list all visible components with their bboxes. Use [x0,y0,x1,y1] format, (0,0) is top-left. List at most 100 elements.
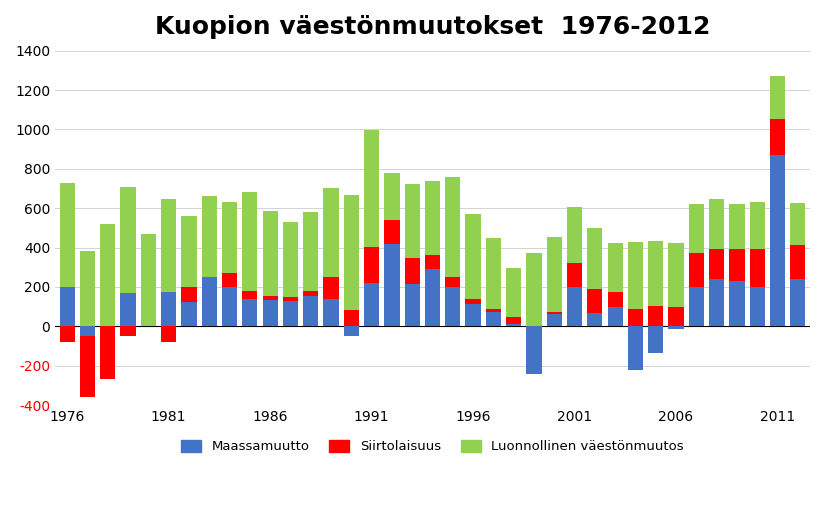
Bar [283,222,298,297]
Bar [182,301,196,327]
Bar [161,292,177,327]
Bar [709,279,724,327]
Bar [648,241,663,306]
Bar [628,327,643,369]
Bar [344,327,359,336]
Legend: Maassamuutto, Siirtolaisuus, Luonnollinen väestönmuutos: Maassamuutto, Siirtolaisuus, Luonnolline… [176,435,689,459]
Bar [486,238,501,309]
Bar [323,189,338,277]
Bar [262,296,278,300]
Bar [404,259,420,284]
Bar [384,220,399,244]
Bar [790,279,805,327]
Bar [446,277,460,287]
Bar [628,242,643,309]
Bar [59,182,75,287]
Bar [243,193,257,291]
Bar [182,287,196,301]
Bar [59,327,75,342]
Bar [222,287,237,327]
Bar [446,287,460,327]
Bar [547,314,562,327]
Bar [100,327,116,380]
Bar [770,119,785,155]
Bar [607,292,623,307]
Bar [689,204,704,253]
Bar [120,293,135,327]
Bar [384,173,399,220]
Bar [465,299,481,304]
Bar [567,207,582,263]
Bar [182,216,196,287]
Bar [364,247,380,283]
Bar [709,248,724,279]
Bar [303,212,318,291]
Bar [446,177,460,277]
Bar [750,287,765,327]
Bar [344,310,359,327]
Bar [628,309,643,327]
Bar [201,277,217,327]
Bar [750,248,765,287]
Bar [100,224,116,327]
Bar [243,291,257,299]
Bar [790,203,805,245]
Bar [344,195,359,310]
Bar [526,327,541,374]
Bar [506,317,521,324]
Bar [770,76,785,119]
Bar [283,300,298,327]
Bar [465,304,481,327]
Bar [425,269,440,327]
Bar [648,327,663,353]
Bar [506,324,521,327]
Bar [668,327,684,329]
Bar [323,277,338,299]
Bar [404,284,420,327]
Title: Kuopion väestönmuutokset  1976-2012: Kuopion väestönmuutokset 1976-2012 [155,15,710,39]
Bar [526,253,541,327]
Bar [668,307,684,327]
Bar [729,204,744,248]
Bar [323,299,338,327]
Bar [750,202,765,248]
Bar [486,309,501,312]
Bar [486,312,501,327]
Bar [607,243,623,292]
Bar [547,312,562,314]
Bar [384,244,399,327]
Bar [80,336,95,397]
Bar [709,199,724,248]
Bar [243,299,257,327]
Bar [668,243,684,307]
Bar [648,306,663,327]
Bar [567,263,582,287]
Bar [425,256,440,269]
Bar [729,248,744,281]
Bar [506,268,521,317]
Bar [364,283,380,327]
Bar [201,196,217,277]
Bar [689,253,704,287]
Bar [547,237,562,312]
Bar [303,291,318,296]
Bar [607,307,623,327]
Bar [161,327,177,342]
Bar [425,180,440,256]
Bar [283,297,298,300]
Bar [222,273,237,287]
Bar [262,211,278,296]
Bar [141,234,156,327]
Bar [262,300,278,327]
Bar [404,183,420,259]
Bar [161,199,177,292]
Bar [729,281,744,327]
Bar [587,289,602,313]
Bar [465,214,481,299]
Bar [59,287,75,327]
Bar [790,245,805,279]
Bar [364,130,380,247]
Bar [587,228,602,289]
Bar [689,287,704,327]
Bar [80,251,95,327]
